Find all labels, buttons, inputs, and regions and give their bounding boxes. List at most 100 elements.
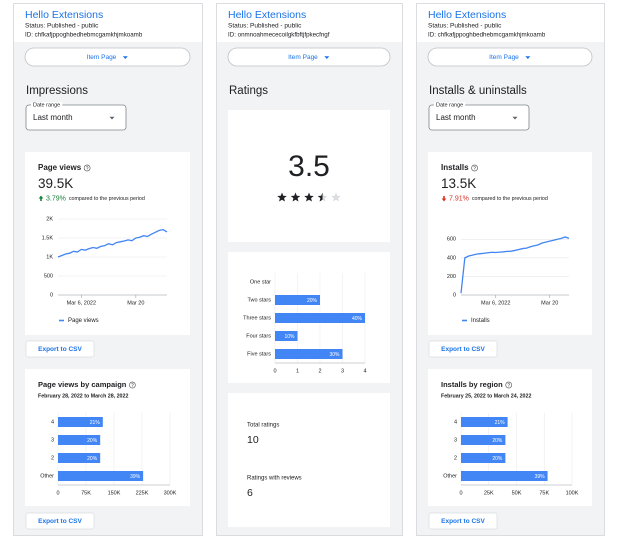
dropdown-caret [324,56,330,59]
help-icon[interactable] [83,164,91,172]
export-button-label[interactable]: Export to CSV [441,518,485,525]
bar [461,435,506,445]
rating-star [290,192,301,202]
bar-card-title: Page views by campaign [38,380,127,389]
y-tick-label: 2K [46,216,53,222]
section-heading: Ratings [229,85,268,97]
extension-title: Hello Extensions [25,9,103,21]
export-button-label[interactable]: Export to CSV [38,346,82,353]
y-tick-label: 0 [50,292,53,298]
date-range-label: Date range [436,102,463,108]
metric-comparison: compared to the previous period [69,196,145,202]
metric-card [428,152,592,335]
category-label: Four stars [246,333,271,339]
bar [461,453,506,463]
date-range-value[interactable]: Last month [33,113,73,122]
x-tick-label: 4 [363,368,366,374]
bar-label: 21% [90,420,101,426]
extension-id: ID: onmnoahmececoilgkfbftjfpkecfngf [228,32,330,39]
export-button[interactable] [428,512,498,530]
extension-title: Hello Extensions [428,9,506,21]
metric-comparison: compared to the previous period [472,196,548,202]
item-page-button[interactable] [427,47,593,67]
help-icon[interactable] [505,381,513,389]
item-page-button[interactable] [227,47,391,67]
legend-label: Installs [471,318,490,324]
help-icon[interactable] [129,381,136,389]
metric-card [25,152,190,335]
legend-label: Page views [68,318,99,324]
bar-label: 39% [535,474,546,480]
extension-status: Status: Published - public [25,23,99,30]
extension-status: Status: Published - public [428,23,502,30]
export-button-label[interactable]: Export to CSV [441,346,485,353]
export-button[interactable] [25,512,95,530]
x-tick-label: 100K [566,490,579,496]
x-tick-label: Mar 20 [127,300,144,306]
y-tick-label: 500 [44,273,53,279]
rating-card [228,110,390,242]
y-tick-label: 200 [447,274,456,280]
metric-value: 13.5K [441,176,476,191]
rating-value: 3.5 [288,150,330,183]
bar [58,471,144,481]
category-label: 4 [454,419,457,425]
total-value: 6 [247,487,253,499]
item-page-button[interactable] [24,47,191,67]
metric-title: Page views [38,163,82,172]
x-tick-label: 0 [56,490,59,496]
bar-label: 20% [492,456,503,462]
category-label: Three stars [243,315,271,321]
extension-id: ID: chfkafjppoghbedhebmcgamkhjmkoamb [428,32,546,39]
category-label: 3 [51,437,54,443]
bar [461,417,508,427]
x-tick-label: 50K [512,490,522,496]
bar-label: 20% [87,438,98,444]
item-page-label[interactable]: Item Page [489,54,519,61]
bar-label: 40% [352,316,363,322]
category-label: 4 [51,419,54,425]
date-range-select[interactable] [428,104,530,131]
x-tick-label: Mar 20 [541,300,558,306]
export-button-label[interactable]: Export to CSV [38,518,82,525]
bar [275,313,365,323]
bar [275,331,298,341]
date-range-label: Date range [33,102,60,108]
y-tick-label: 0 [453,292,456,298]
y-tick-label: 1K [46,254,53,260]
rating-star [331,192,341,202]
rating-star [277,192,287,202]
export-button[interactable] [25,340,95,358]
bar [58,453,101,463]
category-label: Other [443,473,457,479]
dropdown-caret [122,56,128,59]
x-tick-label: 0 [273,368,276,374]
x-tick-label: 75K [81,490,91,496]
bar-label: 20% [307,298,318,304]
dropdown-caret [512,116,518,120]
metric-title: Installs [441,163,469,172]
x-tick-label: 1 [296,368,299,374]
metric-change: 7.91% [449,195,469,202]
help-icon[interactable] [471,164,478,172]
date-range-select[interactable] [25,104,127,131]
x-tick-label: 2 [318,368,321,374]
item-page-label[interactable]: Item Page [87,54,117,61]
dropdown-caret [109,116,115,120]
bar-label: 30% [329,352,340,358]
total-label: Total ratings [247,423,279,429]
bar-card [428,369,592,506]
y-tick-label: 600 [447,237,456,243]
change-arrow [441,196,447,202]
line-series [57,228,168,258]
date-range-value[interactable]: Last month [436,113,476,122]
category-label: 2 [51,455,54,461]
extension-status: Status: Published - public [228,23,302,30]
bar [58,417,103,427]
item-page-label[interactable]: Item Page [288,54,318,61]
bar-card [25,369,190,506]
export-button[interactable] [428,340,498,358]
total-label: Ratings with reviews [247,476,302,482]
category-label: 2 [454,455,457,461]
